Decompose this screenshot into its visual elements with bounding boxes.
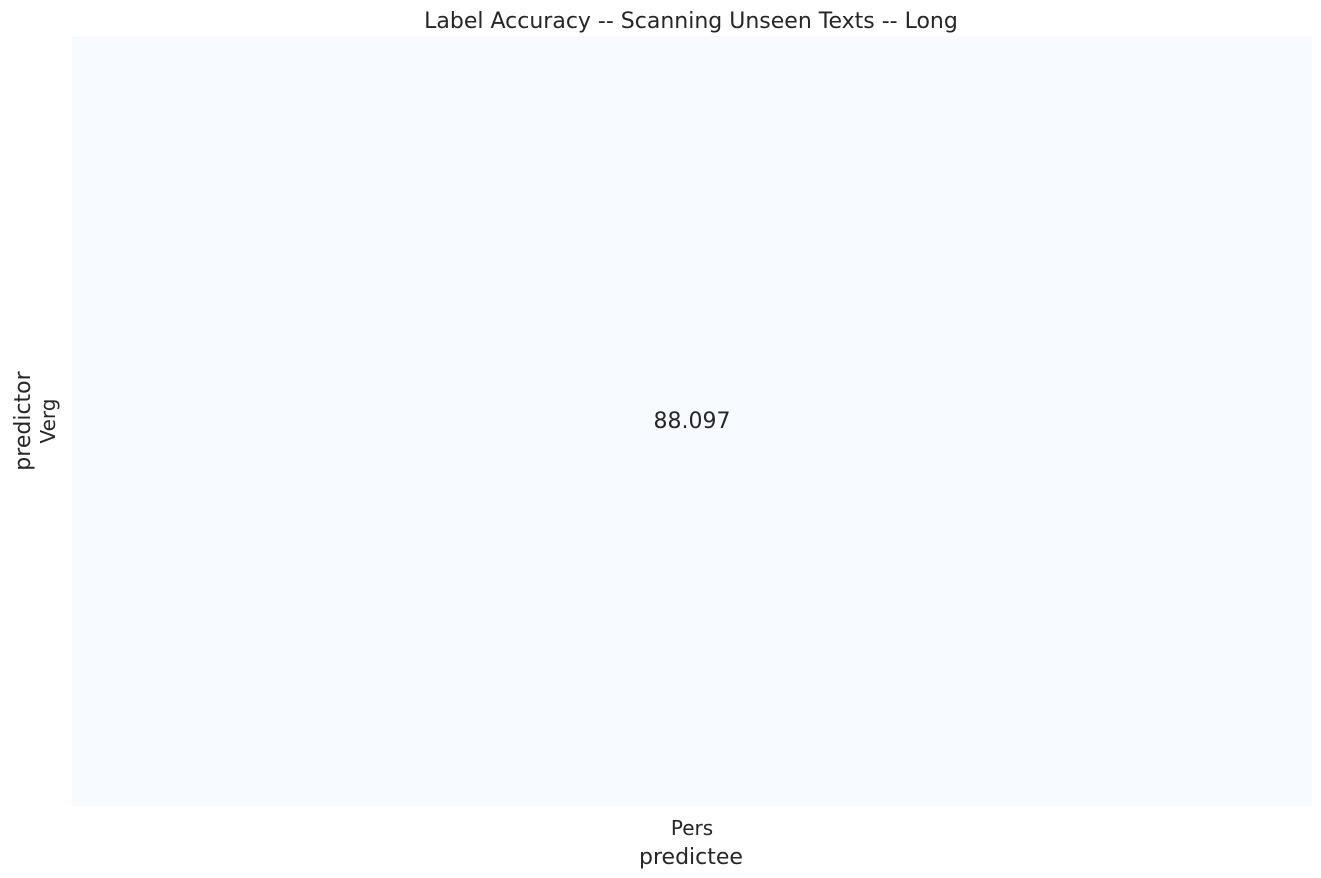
chart-title: Label Accuracy -- Scanning Unseen Texts …: [424, 9, 958, 34]
x-tick-labels: Pers: [671, 816, 713, 840]
y-tick-labels: Verg: [36, 399, 60, 444]
cell-value-label: 88.097: [654, 409, 731, 434]
y-axis-label: predictor: [11, 370, 36, 470]
x-tick-label: Pers: [671, 816, 713, 840]
x-axis-label: predictee: [639, 845, 743, 870]
heatmap-cell: [72, 36, 1312, 806]
heatmap-cells: 88.097: [72, 36, 1312, 806]
y-tick-label: Verg: [36, 399, 60, 444]
